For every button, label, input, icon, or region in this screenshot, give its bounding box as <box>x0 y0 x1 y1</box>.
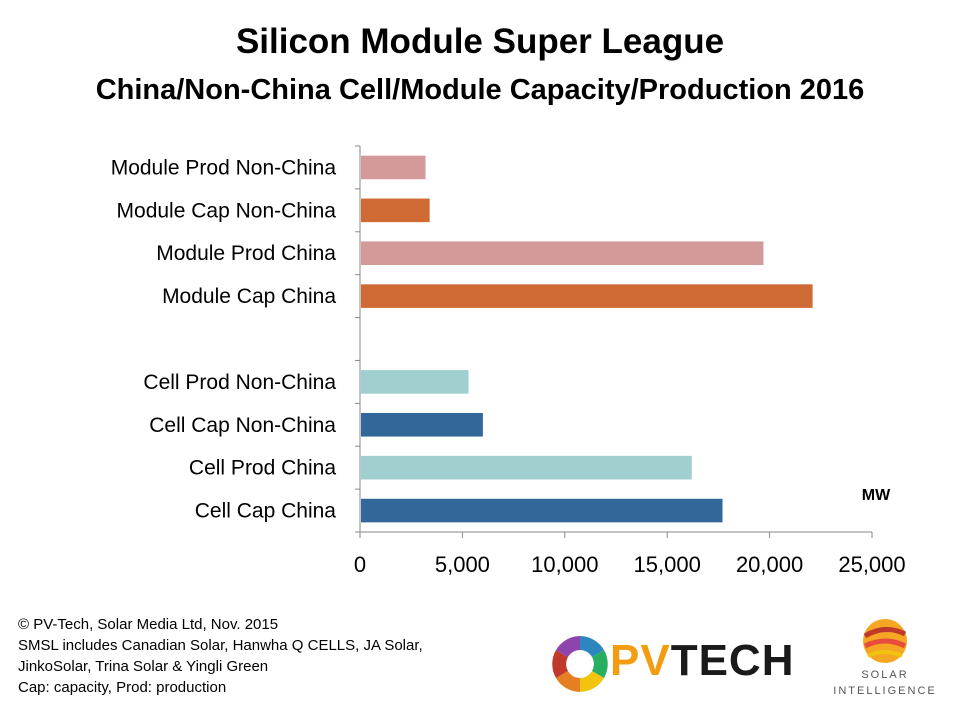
solar-intelligence-logo: SOLAR INTELLIGENCE <box>830 616 940 706</box>
category-label: Cell Prod China <box>189 457 336 480</box>
category-label: Cell Prod Non-China <box>143 371 336 394</box>
chart-title: Silicon Module Super League <box>235 22 725 61</box>
chart-subtitle: China/Non-China Cell/Module Capacity/Pro… <box>95 74 865 106</box>
footnote-smsl-line2: JinkoSolar, Trina Solar & Yingli Green <box>18 658 269 675</box>
x-tick-label: 15,000 <box>634 552 701 577</box>
solar-intelligence-icon <box>863 619 907 663</box>
bar <box>361 198 430 223</box>
x-tick-label: 5,000 <box>435 552 490 577</box>
bar <box>361 412 483 437</box>
unit-label: MW <box>862 487 891 504</box>
bar <box>361 498 723 523</box>
bar <box>361 155 426 180</box>
bar <box>361 241 764 266</box>
category-label: Module Prod China <box>156 242 336 265</box>
footnote-smsl-line1: SMSL includes Canadian Solar, Hanwha Q C… <box>18 637 423 654</box>
bar <box>361 455 692 480</box>
footnote-abbreviations: Cap: capacity, Prod: production <box>18 679 227 696</box>
category-label: Cell Cap China <box>195 500 337 523</box>
x-tick-label: 20,000 <box>736 552 803 577</box>
bar <box>361 370 469 394</box>
category-label: Module Cap China <box>162 285 336 308</box>
footnote-copyright: © PV-Tech, Solar Media Ltd, Nov. 2015 <box>18 616 279 633</box>
x-tick-label: 0 <box>354 552 366 577</box>
category-label: Module Prod Non-China <box>111 156 337 179</box>
pvtech-logo-text: PVTECH <box>610 636 795 685</box>
category-label: Cell Cap Non-China <box>149 414 336 437</box>
x-tick-label: 10,000 <box>531 552 598 577</box>
bar <box>361 284 813 308</box>
category-label: Module Cap Non-China <box>117 199 337 222</box>
x-tick-label: 25,000 <box>838 552 905 577</box>
footnotes: © PV-Tech, Solar Media Ltd, Nov. 2015 SM… <box>18 614 423 698</box>
bar-chart: Module Prod Non-China Module Cap Non-Chin… <box>111 145 906 577</box>
pvtech-logo-icon <box>552 636 608 692</box>
solar-intelligence-line2: INTELLIGENCE <box>833 685 937 697</box>
solar-intelligence-line1: SOLAR <box>861 669 909 681</box>
